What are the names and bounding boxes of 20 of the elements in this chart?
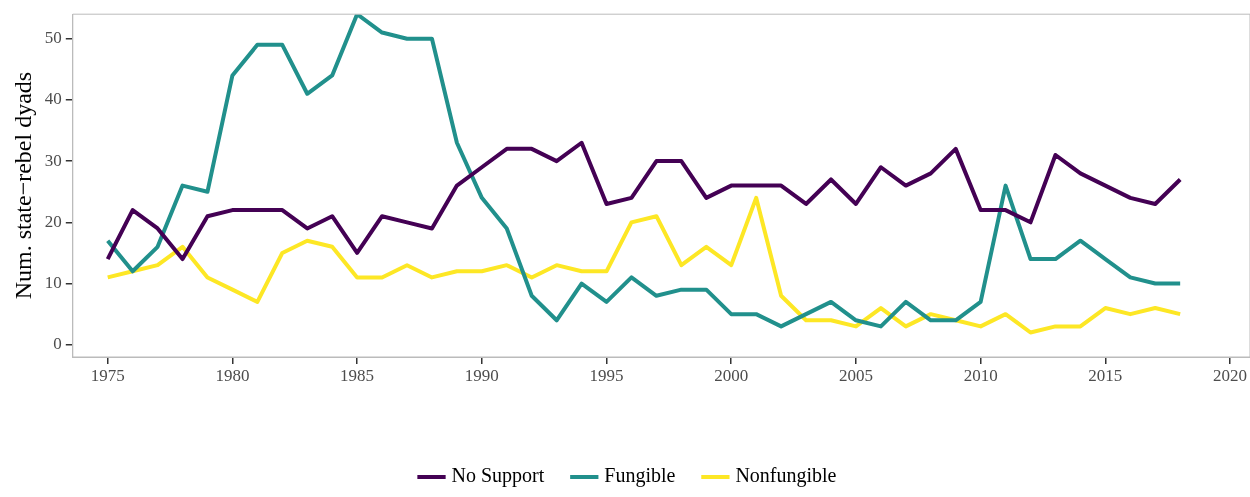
legend-label: No Support <box>451 464 545 488</box>
x-tick-label: 1975 <box>90 365 125 385</box>
y-tick-label: 10 <box>44 273 62 293</box>
x-tick-label: 1985 <box>340 365 375 385</box>
x-tick-label: 2000 <box>714 365 749 385</box>
y-tick-label: 0 <box>53 334 62 354</box>
x-tick-label: 2005 <box>838 365 873 385</box>
x-tick-label: 2010 <box>963 365 998 385</box>
y-tick-label: 20 <box>44 211 62 231</box>
y-axis-title: Num. state−rebel dyads <box>9 71 36 300</box>
y-tick-label: 30 <box>44 150 62 170</box>
x-tick-label: 1995 <box>589 365 624 385</box>
legend-label: Nonfungible <box>735 464 837 488</box>
x-tick-label: 1980 <box>215 365 250 385</box>
y-tick-label: 40 <box>44 89 62 109</box>
x-tick-label: 2020 <box>1213 365 1248 385</box>
y-tick-label: 50 <box>44 28 62 48</box>
x-tick-label: 2015 <box>1088 365 1123 385</box>
legend-label: Fungible <box>604 464 676 488</box>
x-tick-label: 1990 <box>464 365 499 385</box>
